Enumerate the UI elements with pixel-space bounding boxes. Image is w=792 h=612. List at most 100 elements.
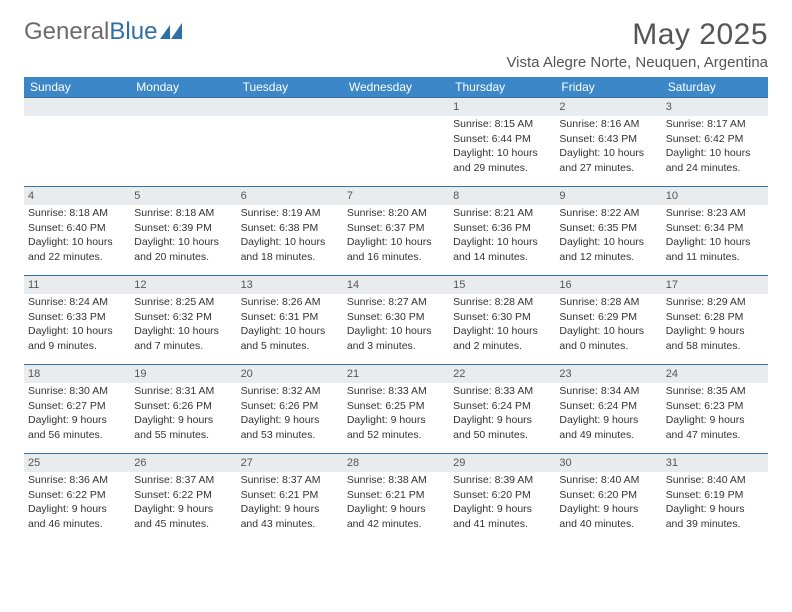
sunset-text: Sunset: 6:42 PM bbox=[666, 133, 764, 147]
sunrise-text: Sunrise: 8:18 AM bbox=[28, 207, 126, 221]
sunrise-text: Sunrise: 8:19 AM bbox=[241, 207, 339, 221]
sunrise-text: Sunrise: 8:37 AM bbox=[241, 474, 339, 488]
daylight-text: and 58 minutes. bbox=[666, 340, 764, 354]
sunrise-text: Sunrise: 8:40 AM bbox=[559, 474, 657, 488]
daylight-text: and 49 minutes. bbox=[559, 429, 657, 443]
sunset-text: Sunset: 6:23 PM bbox=[666, 400, 764, 414]
sunrise-text: Sunrise: 8:29 AM bbox=[666, 296, 764, 310]
sunset-text: Sunset: 6:20 PM bbox=[453, 489, 551, 503]
daylight-text: Daylight: 9 hours bbox=[453, 503, 551, 517]
day-cell: 21Sunrise: 8:33 AMSunset: 6:25 PMDayligh… bbox=[343, 365, 449, 453]
daylight-text: and 0 minutes. bbox=[559, 340, 657, 354]
sunrise-text: Sunrise: 8:34 AM bbox=[559, 385, 657, 399]
day-number: 31 bbox=[662, 454, 768, 472]
sunrise-text: Sunrise: 8:28 AM bbox=[559, 296, 657, 310]
header: GeneralBlue May 2025 Vista Alegre Norte,… bbox=[24, 18, 768, 71]
day-cell bbox=[237, 98, 343, 186]
sunset-text: Sunset: 6:37 PM bbox=[347, 222, 445, 236]
day-number: 1 bbox=[449, 98, 555, 116]
day-content: Sunrise: 8:15 AMSunset: 6:44 PMDaylight:… bbox=[449, 116, 555, 181]
day-cell: 27Sunrise: 8:37 AMSunset: 6:21 PMDayligh… bbox=[237, 454, 343, 542]
daylight-text: Daylight: 9 hours bbox=[241, 503, 339, 517]
day-number-empty bbox=[24, 98, 130, 116]
sunrise-text: Sunrise: 8:21 AM bbox=[453, 207, 551, 221]
daylight-text: and 3 minutes. bbox=[347, 340, 445, 354]
day-number: 14 bbox=[343, 276, 449, 294]
day-content: Sunrise: 8:26 AMSunset: 6:31 PMDaylight:… bbox=[237, 294, 343, 359]
daylight-text: and 46 minutes. bbox=[28, 518, 126, 532]
daylight-text: and 5 minutes. bbox=[241, 340, 339, 354]
day-cell: 6Sunrise: 8:19 AMSunset: 6:38 PMDaylight… bbox=[237, 187, 343, 275]
day-cell: 29Sunrise: 8:39 AMSunset: 6:20 PMDayligh… bbox=[449, 454, 555, 542]
sunset-text: Sunset: 6:28 PM bbox=[666, 311, 764, 325]
day-cell: 3Sunrise: 8:17 AMSunset: 6:42 PMDaylight… bbox=[662, 98, 768, 186]
daylight-text: and 7 minutes. bbox=[134, 340, 232, 354]
sunrise-text: Sunrise: 8:26 AM bbox=[241, 296, 339, 310]
day-number: 26 bbox=[130, 454, 236, 472]
sunrise-text: Sunrise: 8:32 AM bbox=[241, 385, 339, 399]
sunrise-text: Sunrise: 8:22 AM bbox=[559, 207, 657, 221]
daylight-text: and 45 minutes. bbox=[134, 518, 232, 532]
day-number: 9 bbox=[555, 187, 661, 205]
daylight-text: and 50 minutes. bbox=[453, 429, 551, 443]
day-content: Sunrise: 8:36 AMSunset: 6:22 PMDaylight:… bbox=[24, 472, 130, 537]
day-cell: 4Sunrise: 8:18 AMSunset: 6:40 PMDaylight… bbox=[24, 187, 130, 275]
sunset-text: Sunset: 6:22 PM bbox=[28, 489, 126, 503]
day-cell bbox=[24, 98, 130, 186]
day-number: 7 bbox=[343, 187, 449, 205]
day-content: Sunrise: 8:24 AMSunset: 6:33 PMDaylight:… bbox=[24, 294, 130, 359]
day-number: 21 bbox=[343, 365, 449, 383]
sunset-text: Sunset: 6:44 PM bbox=[453, 133, 551, 147]
day-content: Sunrise: 8:28 AMSunset: 6:30 PMDaylight:… bbox=[449, 294, 555, 359]
sunset-text: Sunset: 6:21 PM bbox=[347, 489, 445, 503]
sunset-text: Sunset: 6:26 PM bbox=[134, 400, 232, 414]
sunset-text: Sunset: 6:26 PM bbox=[241, 400, 339, 414]
daylight-text: and 40 minutes. bbox=[559, 518, 657, 532]
weekday-label: Monday bbox=[130, 77, 236, 97]
daylight-text: and 27 minutes. bbox=[559, 162, 657, 176]
day-number: 2 bbox=[555, 98, 661, 116]
weekday-label: Saturday bbox=[662, 77, 768, 97]
daylight-text: and 43 minutes. bbox=[241, 518, 339, 532]
sunset-text: Sunset: 6:30 PM bbox=[347, 311, 445, 325]
day-cell: 10Sunrise: 8:23 AMSunset: 6:34 PMDayligh… bbox=[662, 187, 768, 275]
daylight-text: Daylight: 10 hours bbox=[559, 325, 657, 339]
day-cell: 15Sunrise: 8:28 AMSunset: 6:30 PMDayligh… bbox=[449, 276, 555, 364]
day-content: Sunrise: 8:37 AMSunset: 6:22 PMDaylight:… bbox=[130, 472, 236, 537]
day-number-empty bbox=[130, 98, 236, 116]
daylight-text: Daylight: 10 hours bbox=[134, 325, 232, 339]
sunrise-text: Sunrise: 8:24 AM bbox=[28, 296, 126, 310]
day-cell: 8Sunrise: 8:21 AMSunset: 6:36 PMDaylight… bbox=[449, 187, 555, 275]
daylight-text: Daylight: 10 hours bbox=[666, 147, 764, 161]
day-content: Sunrise: 8:29 AMSunset: 6:28 PMDaylight:… bbox=[662, 294, 768, 359]
daylight-text: Daylight: 10 hours bbox=[28, 236, 126, 250]
sunset-text: Sunset: 6:30 PM bbox=[453, 311, 551, 325]
day-number-empty bbox=[343, 98, 449, 116]
weekday-label: Thursday bbox=[449, 77, 555, 97]
day-content: Sunrise: 8:20 AMSunset: 6:37 PMDaylight:… bbox=[343, 205, 449, 270]
day-content: Sunrise: 8:40 AMSunset: 6:19 PMDaylight:… bbox=[662, 472, 768, 537]
day-cell bbox=[343, 98, 449, 186]
daylight-text: and 11 minutes. bbox=[666, 251, 764, 265]
sunrise-text: Sunrise: 8:31 AM bbox=[134, 385, 232, 399]
daylight-text: and 14 minutes. bbox=[453, 251, 551, 265]
daylight-text: and 12 minutes. bbox=[559, 251, 657, 265]
day-content: Sunrise: 8:23 AMSunset: 6:34 PMDaylight:… bbox=[662, 205, 768, 270]
sunrise-text: Sunrise: 8:37 AM bbox=[134, 474, 232, 488]
day-content: Sunrise: 8:30 AMSunset: 6:27 PMDaylight:… bbox=[24, 383, 130, 448]
day-content: Sunrise: 8:19 AMSunset: 6:38 PMDaylight:… bbox=[237, 205, 343, 270]
day-content: Sunrise: 8:25 AMSunset: 6:32 PMDaylight:… bbox=[130, 294, 236, 359]
day-cell: 31Sunrise: 8:40 AMSunset: 6:19 PMDayligh… bbox=[662, 454, 768, 542]
day-number-empty bbox=[237, 98, 343, 116]
weekday-header-row: Sunday Monday Tuesday Wednesday Thursday… bbox=[24, 77, 768, 97]
sunset-text: Sunset: 6:21 PM bbox=[241, 489, 339, 503]
daylight-text: Daylight: 10 hours bbox=[559, 236, 657, 250]
sunrise-text: Sunrise: 8:18 AM bbox=[134, 207, 232, 221]
logo: GeneralBlue bbox=[24, 18, 186, 46]
day-cell: 9Sunrise: 8:22 AMSunset: 6:35 PMDaylight… bbox=[555, 187, 661, 275]
daylight-text: Daylight: 9 hours bbox=[559, 414, 657, 428]
sunset-text: Sunset: 6:22 PM bbox=[134, 489, 232, 503]
day-cell bbox=[130, 98, 236, 186]
day-content: Sunrise: 8:38 AMSunset: 6:21 PMDaylight:… bbox=[343, 472, 449, 537]
sunrise-text: Sunrise: 8:35 AM bbox=[666, 385, 764, 399]
